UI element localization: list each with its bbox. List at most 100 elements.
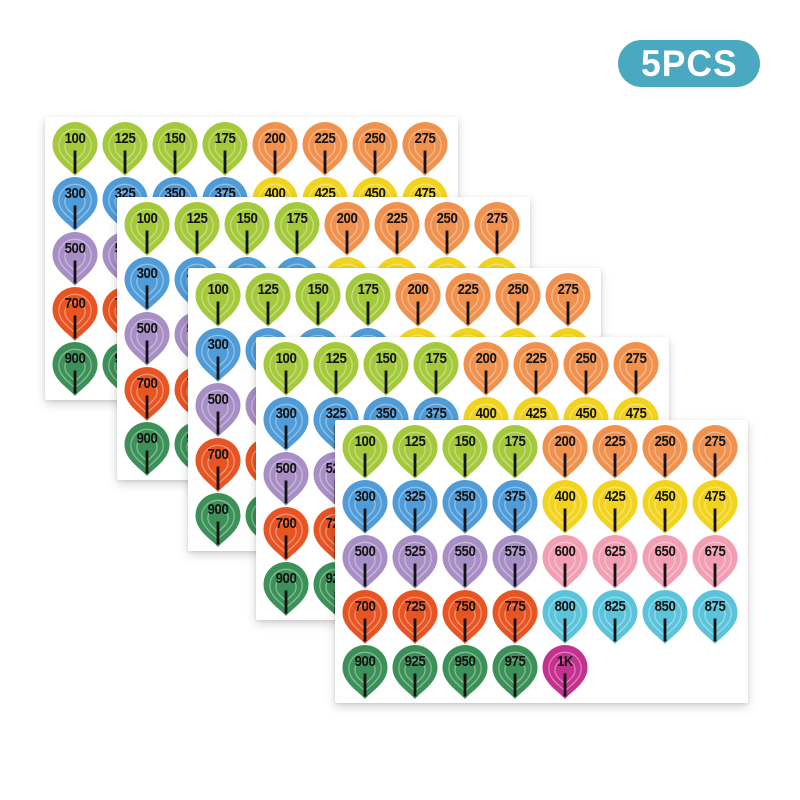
price-sticker-200: 200 bbox=[461, 342, 511, 397]
balloon-shape-icon bbox=[442, 645, 488, 699]
balloon-shape-icon bbox=[195, 493, 241, 547]
balloon-shape-icon bbox=[52, 287, 98, 341]
price-sticker-425: 425 bbox=[590, 480, 640, 535]
sticker-row: 100 125 150 175 200 225 250 275 bbox=[340, 425, 748, 480]
price-sticker-175: 175 bbox=[272, 202, 322, 257]
price-sticker-575: 575 bbox=[490, 535, 540, 590]
price-sticker-125: 125 bbox=[311, 342, 361, 397]
price-sticker-125: 125 bbox=[390, 425, 440, 480]
price-sticker-225: 225 bbox=[300, 122, 350, 177]
price-sticker-900: 900 bbox=[193, 493, 243, 548]
balloon-shape-icon bbox=[195, 273, 241, 327]
balloon-shape-icon bbox=[592, 535, 638, 589]
price-sticker-300: 300 bbox=[340, 480, 390, 535]
balloon-shape-icon bbox=[274, 202, 320, 256]
balloon-shape-icon bbox=[202, 122, 248, 176]
price-sticker-250: 250 bbox=[640, 425, 690, 480]
balloon-shape-icon bbox=[313, 342, 359, 396]
balloon-shape-icon bbox=[374, 202, 420, 256]
balloon-shape-icon bbox=[642, 425, 688, 479]
balloon-shape-icon bbox=[492, 590, 538, 644]
balloon-shape-icon bbox=[342, 590, 388, 644]
balloon-shape-icon bbox=[392, 535, 438, 589]
quantity-badge: 5PCS bbox=[618, 40, 760, 87]
price-sticker-300: 300 bbox=[193, 328, 243, 383]
price-sticker-125: 125 bbox=[172, 202, 222, 257]
balloon-shape-icon bbox=[474, 202, 520, 256]
price-sticker-500: 500 bbox=[193, 383, 243, 438]
balloon-shape-icon bbox=[442, 535, 488, 589]
balloon-shape-icon bbox=[263, 562, 309, 616]
balloon-shape-icon bbox=[263, 397, 309, 451]
price-sticker-450: 450 bbox=[640, 480, 690, 535]
price-sticker-900: 900 bbox=[122, 422, 172, 477]
price-sticker-800: 800 bbox=[540, 590, 590, 645]
balloon-shape-icon bbox=[442, 425, 488, 479]
balloon-shape-icon bbox=[692, 480, 738, 534]
balloon-shape-icon bbox=[342, 645, 388, 699]
balloon-shape-icon bbox=[102, 122, 148, 176]
price-sticker-350: 350 bbox=[440, 480, 490, 535]
balloon-shape-icon bbox=[392, 590, 438, 644]
balloon-shape-icon bbox=[342, 480, 388, 534]
price-sticker-150: 150 bbox=[293, 273, 343, 328]
price-sticker-275: 275 bbox=[543, 273, 593, 328]
balloon-shape-icon bbox=[195, 383, 241, 437]
balloon-shape-icon bbox=[542, 535, 588, 589]
price-sticker-700: 700 bbox=[122, 367, 172, 422]
balloon-shape-icon bbox=[52, 232, 98, 286]
price-sticker-300: 300 bbox=[261, 397, 311, 452]
balloon-shape-icon bbox=[342, 425, 388, 479]
price-sticker-175: 175 bbox=[200, 122, 250, 177]
balloon-shape-icon bbox=[542, 645, 588, 699]
balloon-shape-icon bbox=[245, 273, 291, 327]
sticker-sheet-5: 100 125 150 175 200 225 250 275 300 325 350 375 400 4… bbox=[335, 420, 748, 703]
price-sticker-475: 475 bbox=[690, 480, 740, 535]
balloon-shape-icon bbox=[445, 273, 491, 327]
balloon-shape-icon bbox=[513, 342, 559, 396]
balloon-shape-icon bbox=[692, 425, 738, 479]
balloon-shape-icon bbox=[492, 425, 538, 479]
price-sticker-175: 175 bbox=[343, 273, 393, 328]
price-sticker-600: 600 bbox=[540, 535, 590, 590]
price-sticker-900: 900 bbox=[340, 645, 390, 700]
price-sticker-550: 550 bbox=[440, 535, 490, 590]
price-sticker-525: 525 bbox=[390, 535, 440, 590]
price-sticker-500: 500 bbox=[50, 232, 100, 287]
balloon-shape-icon bbox=[402, 122, 448, 176]
price-sticker-250: 250 bbox=[561, 342, 611, 397]
price-sticker-850: 850 bbox=[640, 590, 690, 645]
balloon-shape-icon bbox=[642, 590, 688, 644]
price-sticker-225: 225 bbox=[590, 425, 640, 480]
price-sticker-175: 175 bbox=[490, 425, 540, 480]
balloon-shape-icon bbox=[342, 535, 388, 589]
price-sticker-700: 700 bbox=[261, 507, 311, 562]
price-sticker-325: 325 bbox=[390, 480, 440, 535]
balloon-shape-icon bbox=[392, 425, 438, 479]
balloon-shape-icon bbox=[124, 367, 170, 421]
balloon-shape-icon bbox=[152, 122, 198, 176]
sticker-row: 100 125 150 175 200 225 250 275 bbox=[122, 202, 530, 257]
price-sticker-750: 750 bbox=[440, 590, 490, 645]
price-sticker-275: 275 bbox=[690, 425, 740, 480]
price-sticker-725: 725 bbox=[390, 590, 440, 645]
balloon-shape-icon bbox=[692, 590, 738, 644]
price-sticker-700: 700 bbox=[193, 438, 243, 493]
price-sticker-150: 150 bbox=[361, 342, 411, 397]
price-sticker-700: 700 bbox=[340, 590, 390, 645]
price-sticker-275: 275 bbox=[400, 122, 450, 177]
price-sticker-125: 125 bbox=[100, 122, 150, 177]
balloon-shape-icon bbox=[263, 507, 309, 561]
price-sticker-225: 225 bbox=[443, 273, 493, 328]
price-sticker-150: 150 bbox=[440, 425, 490, 480]
balloon-shape-icon bbox=[124, 202, 170, 256]
balloon-shape-icon bbox=[52, 177, 98, 231]
balloon-shape-icon bbox=[413, 342, 459, 396]
price-sticker-200: 200 bbox=[250, 122, 300, 177]
price-sticker-825: 825 bbox=[590, 590, 640, 645]
price-sticker-375: 375 bbox=[490, 480, 540, 535]
balloon-shape-icon bbox=[592, 480, 638, 534]
balloon-shape-icon bbox=[263, 452, 309, 506]
